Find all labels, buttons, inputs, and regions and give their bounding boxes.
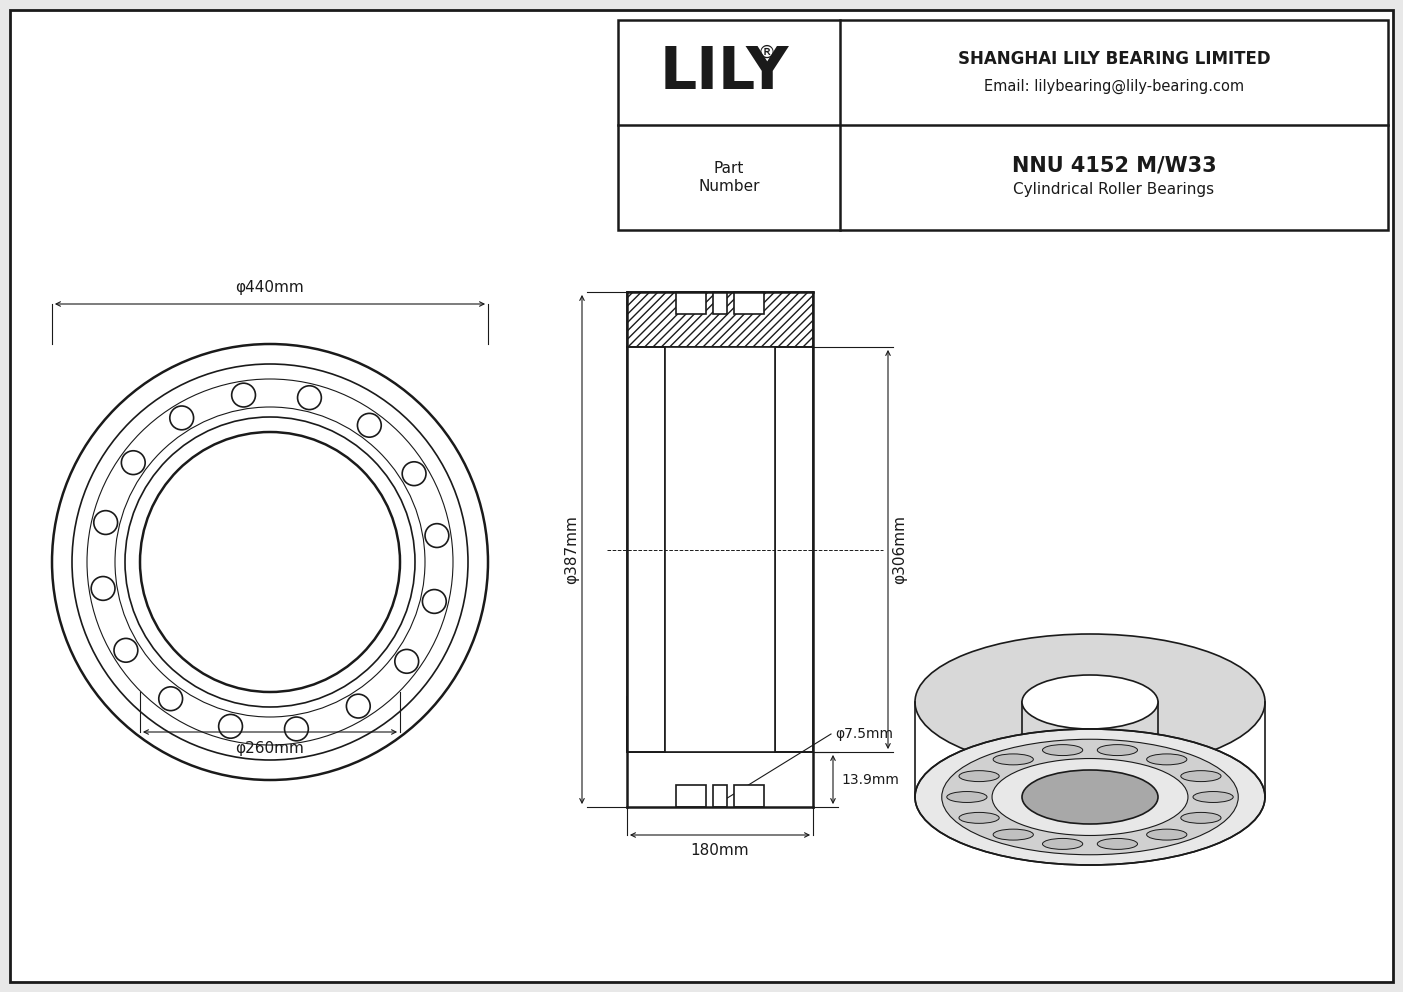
Text: φ387mm: φ387mm xyxy=(564,515,579,584)
Ellipse shape xyxy=(1193,792,1233,803)
Bar xyxy=(676,292,706,314)
Bar xyxy=(734,785,765,807)
Text: Email: lilybearing@lily-bearing.com: Email: lilybearing@lily-bearing.com xyxy=(984,79,1244,94)
Text: Part
Number: Part Number xyxy=(699,162,760,193)
Ellipse shape xyxy=(1042,838,1083,849)
Ellipse shape xyxy=(915,729,1266,865)
Bar xyxy=(627,697,812,752)
Text: 13.9mm: 13.9mm xyxy=(840,773,899,787)
Ellipse shape xyxy=(1021,675,1157,729)
Ellipse shape xyxy=(1181,771,1221,782)
Text: LILY: LILY xyxy=(659,44,788,101)
Ellipse shape xyxy=(1146,829,1187,840)
Bar xyxy=(734,292,765,314)
Bar xyxy=(676,785,706,807)
Bar xyxy=(617,20,1388,230)
Bar xyxy=(713,785,727,807)
Text: φ260mm: φ260mm xyxy=(236,741,304,756)
Bar xyxy=(665,347,774,752)
Ellipse shape xyxy=(1097,745,1138,756)
Bar xyxy=(627,292,812,347)
Ellipse shape xyxy=(1181,812,1221,823)
Ellipse shape xyxy=(947,792,988,803)
Text: ®: ® xyxy=(758,44,776,62)
Text: SHANGHAI LILY BEARING LIMITED: SHANGHAI LILY BEARING LIMITED xyxy=(958,50,1270,67)
Ellipse shape xyxy=(960,771,999,782)
Text: φ7.5mm: φ7.5mm xyxy=(835,727,892,741)
Ellipse shape xyxy=(992,759,1188,835)
Ellipse shape xyxy=(1042,745,1083,756)
Text: φ440mm: φ440mm xyxy=(236,280,304,295)
Ellipse shape xyxy=(1021,770,1157,824)
Text: Cylindrical Roller Bearings: Cylindrical Roller Bearings xyxy=(1013,182,1215,197)
Ellipse shape xyxy=(1097,838,1138,849)
Bar xyxy=(774,347,812,752)
Ellipse shape xyxy=(993,829,1034,840)
Bar xyxy=(713,292,727,314)
Bar xyxy=(627,347,665,752)
Ellipse shape xyxy=(960,812,999,823)
Text: 180mm: 180mm xyxy=(690,843,749,858)
Ellipse shape xyxy=(993,754,1034,765)
Ellipse shape xyxy=(1146,754,1187,765)
Ellipse shape xyxy=(915,634,1266,770)
Text: NNU 4152 M/W33: NNU 4152 M/W33 xyxy=(1012,156,1216,176)
Ellipse shape xyxy=(941,739,1239,855)
Text: φ306mm: φ306mm xyxy=(892,515,908,584)
